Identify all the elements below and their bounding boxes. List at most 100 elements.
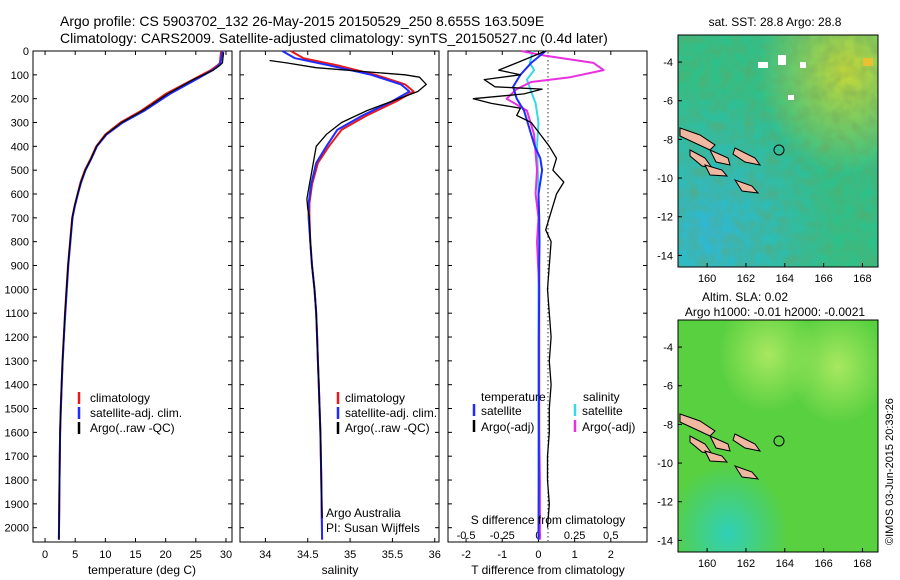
temperature-x-axis: 0 5 10 15 20 25 30 (42, 51, 232, 561)
map-lon-tick-label: 164 (776, 558, 794, 570)
salinity-tick-label: 34.5 (297, 549, 318, 561)
s-difference-tick-label: -0.25 (490, 530, 515, 542)
depth-tick-label: 1300 (5, 356, 29, 368)
sst-map-frame (677, 34, 879, 268)
sst-map-title: sat. SST: 28.8 Argo: 28.8 (709, 15, 842, 29)
sst-map-panel: sat. SST: 28.8 Argo: 28.8 160 162 164 166 16… (657, 15, 879, 285)
depth-tick-label: 600 (11, 189, 29, 201)
depth-tick-label: 1800 (5, 475, 29, 487)
climatology-line (290, 50, 415, 540)
map-lon-tick-label: 166 (814, 558, 832, 570)
sla-map-frame (677, 319, 879, 553)
temperature-tick-label: 20 (160, 549, 172, 561)
depth-tick-label: 1100 (5, 308, 29, 320)
temperature-tick-label: 15 (129, 549, 141, 561)
legend-label-satellite: satellite-adj. clim. (345, 406, 437, 420)
legend-label-s-satellite: satellite (582, 404, 623, 418)
map-lat-tick-label: -8 (663, 419, 673, 431)
temperature-tick-label: 5 (72, 549, 78, 561)
map-lon-tick-label: 160 (698, 558, 716, 570)
map-lat-tick-label: -8 (663, 134, 673, 146)
depth-tick-label: 1400 (5, 380, 29, 392)
legend-label-argo: Argo(..raw -QC) (345, 421, 430, 435)
legend-label-satellite: satellite-adj. clim. (90, 406, 182, 420)
s-difference-x-label: S difference from climatology (471, 513, 626, 527)
map-lon-tick-label: 166 (814, 273, 832, 285)
salinity-axes-box (239, 50, 440, 543)
depth-tick-label: 500 (11, 165, 29, 177)
sla-map-panel: Altim. SLA: 0.02 Argo h1000: -0.01 h2000… (657, 290, 879, 570)
legend-title-salinity: salinity (583, 390, 620, 404)
depth-tick-label: 2000 (5, 523, 29, 535)
imos-credit: ©IMOS 03-Jun-2015 20:39:26 (884, 398, 896, 545)
difference-legend: temperature salinity satellite Argo(-adj… (472, 390, 635, 434)
depth-tick-label: 800 (11, 237, 29, 249)
t-difference-x-label: T difference from climatology (471, 563, 625, 577)
map-lat-tick-label: -14 (657, 250, 673, 262)
temperature-tick-label: 25 (190, 549, 202, 561)
map-lat-tick-label: -10 (657, 173, 673, 185)
climatology-line (57, 50, 223, 540)
salinity-tick-label: 36 (429, 549, 441, 561)
sla-map-image (678, 320, 878, 552)
depth-tick-label: 700 (11, 213, 29, 225)
salinity-legend: climatology satellite-adj. clim. Argo(..… (336, 391, 437, 435)
depth-tick-label: 200 (11, 94, 29, 106)
map-lat-tick-label: -4 (663, 342, 673, 354)
depth-tick-label: 900 (11, 261, 29, 273)
depth-axis: 0 100 200 300 400 500 600 700 800 900 1000 1100 1200… (5, 46, 647, 535)
sla-map-subtitle: Argo h1000: -0.01 h2000: -0.0021 (685, 305, 865, 319)
temperature-x-label: temperature (deg C) (88, 563, 196, 577)
t-satellite-line (512, 50, 547, 540)
depth-tick-label: 0 (23, 46, 29, 58)
argo-position-marker (773, 144, 785, 156)
sla-map-title: Altim. SLA: 0.02 (702, 290, 788, 304)
sst-map-image (678, 35, 878, 267)
map-lat-tick-label: -6 (663, 381, 673, 393)
s-difference-x-axis: -0.5 -0.25 0 0.25 0.5 (457, 530, 619, 542)
island-shapes (679, 127, 762, 194)
annotation-pi-name: PI: Susan Wijffels (326, 521, 420, 535)
map-lon-tick-label: 162 (737, 558, 755, 570)
salinity-x-label: salinity (322, 563, 359, 577)
legend-label-argo: Argo(..raw -QC) (90, 421, 175, 435)
temperature-axes-box (32, 50, 233, 543)
map-lon-tick-label: 162 (737, 273, 755, 285)
legend-label-climatology: climatology (345, 391, 405, 405)
legend-title-temperature: temperature (481, 390, 546, 404)
island-shapes (679, 413, 762, 480)
sla-map-axes: 160 162 164 166 168 -4 -6 -8 -10 -12 -14 (657, 342, 872, 570)
argo-line (58, 52, 225, 540)
t-difference-tick-label: 1 (572, 549, 578, 561)
temperature-legend: climatology satellite-adj. clim. Argo(..… (77, 391, 182, 435)
salinity-x-axis: 34 34.5 35 35.5 36 (259, 51, 441, 561)
depth-tick-label: 1200 (5, 332, 29, 344)
legend-label-s-argo: Argo(-adj) (582, 420, 635, 434)
depth-tick-label: 100 (11, 70, 29, 82)
s-difference-tick-label: 0.25 (564, 530, 585, 542)
t-difference-tick-label: 2 (608, 549, 614, 561)
map-lat-tick-label: -4 (663, 57, 673, 69)
depth-tick-label: 1000 (5, 284, 29, 296)
header-line-1: Argo profile: CS 5903702_132 26-May-2015… (60, 13, 544, 29)
t-difference-tick-label: -2 (461, 549, 471, 561)
salinity-tick-label: 34 (259, 549, 271, 561)
legend-label-climatology: climatology (90, 391, 150, 405)
map-lon-tick-label: 168 (853, 273, 871, 285)
map-lon-tick-label: 168 (853, 558, 871, 570)
difference-panel: -2 -1 0 1 2 -0.5 -0.25 0 0.25 0.5 T difference f… (447, 50, 648, 577)
s-difference-tick-label: -0.5 (457, 530, 476, 542)
map-lon-tick-label: 160 (698, 273, 716, 285)
salinity-lines (269, 50, 427, 540)
sst-map-axes: 160 162 164 166 168 -4 -6 -8 -10 -12 -14 (657, 57, 872, 285)
legend-label-t-argo: Argo(-adj) (481, 420, 534, 434)
temperature-tick-label: 10 (99, 549, 111, 561)
depth-tick-label: 1500 (5, 404, 29, 416)
map-lat-tick-label: -12 (657, 497, 673, 509)
depth-tick-label: 1700 (5, 451, 29, 463)
temperature-tick-label: 30 (220, 549, 232, 561)
satellite-line (281, 50, 411, 540)
annotation-argo-australia: Argo Australia (326, 506, 401, 520)
argo-position-marker (773, 435, 785, 447)
depth-tick-label: 400 (11, 141, 29, 153)
